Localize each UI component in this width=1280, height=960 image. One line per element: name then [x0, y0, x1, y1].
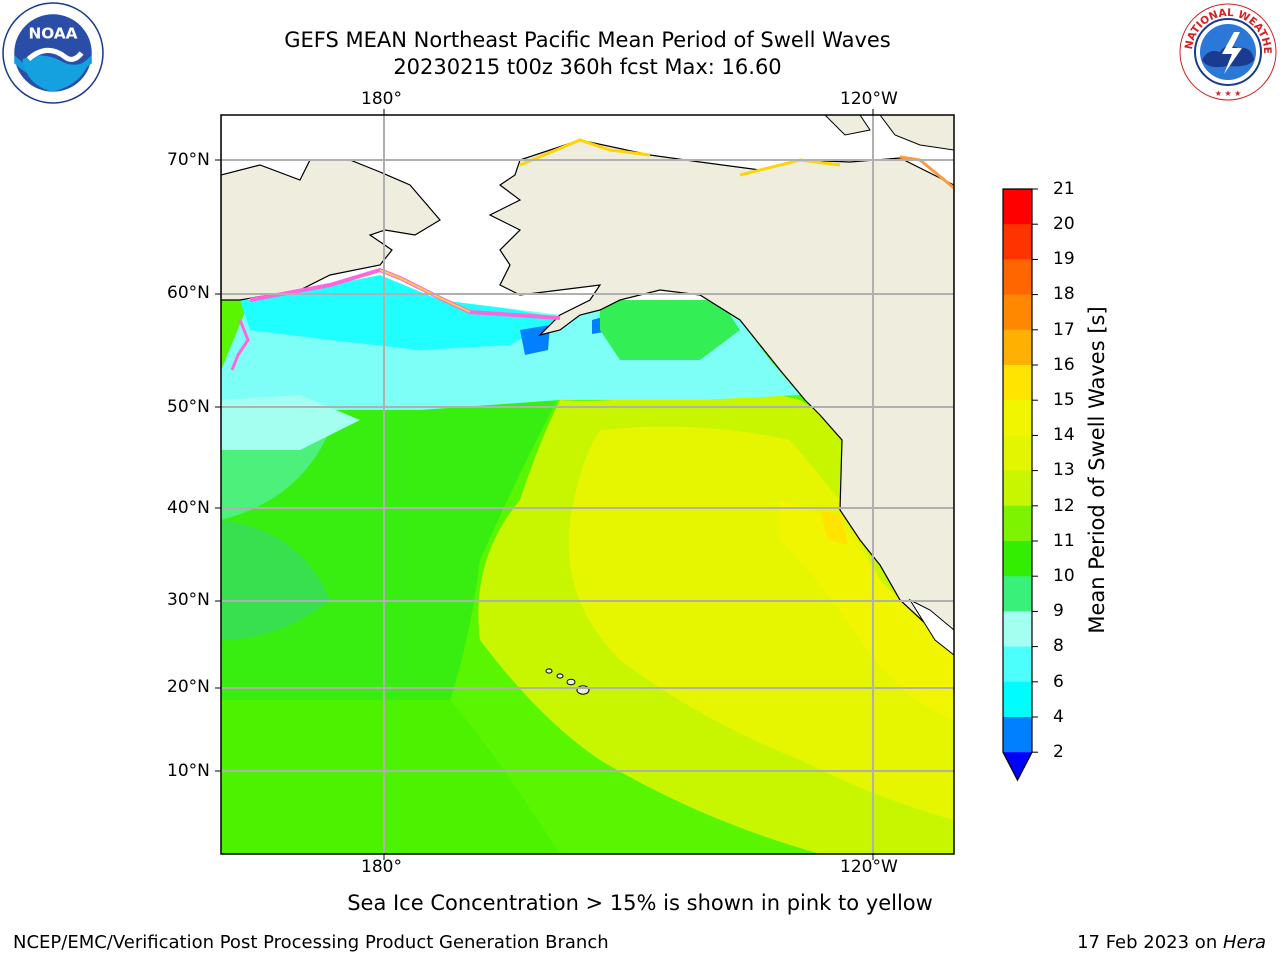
nws-logo: NATIONAL WEATHER SERVICE ★ ★ ★	[1178, 2, 1277, 101]
arctic-island	[824, 115, 871, 136]
lon-tick-top-120w: 120°W	[840, 89, 898, 109]
svg-text:★ ★ ★: ★ ★ ★	[1215, 89, 1242, 98]
colorbar-segment	[1003, 717, 1032, 753]
colorbar-tick: 10	[1053, 566, 1075, 586]
noaa-logo: NOAA	[2, 2, 104, 104]
colorbar-segment	[1003, 329, 1032, 366]
arctic-island	[879, 115, 954, 151]
hawaii-island	[556, 673, 564, 679]
map-frame	[220, 114, 955, 855]
colorbar-segment	[1003, 646, 1032, 683]
colorbar-tick: 21	[1053, 179, 1075, 199]
colorbar-segment	[1003, 400, 1032, 436]
bright-yellow-region	[780, 500, 954, 720]
colorbar-segment	[1003, 505, 1032, 542]
sea-green-patch	[221, 520, 330, 640]
footer-credit: NCEP/EMC/Verification Post Processing Pr…	[13, 932, 609, 953]
pale-cyan-patch	[221, 395, 360, 450]
lat-tick-70n: 70°N	[167, 150, 210, 170]
sea-ice-edge	[230, 319, 250, 371]
colorbar-label: Mean Period of Swell Waves [s]	[1085, 306, 1109, 634]
colorbar-segment	[1003, 576, 1032, 612]
colorbar-segment	[1003, 259, 1032, 296]
colorbar-segment	[1003, 435, 1032, 472]
svg-text:NOAA: NOAA	[28, 25, 77, 43]
sea-ice-note: Sea Ice Concentration > 15% is shown in …	[347, 891, 933, 915]
colorbar-tick: 4	[1053, 707, 1064, 727]
colorbar-tick: 8	[1053, 636, 1064, 656]
colorbar-segment	[1003, 611, 1032, 648]
gulf-of-california	[908, 598, 954, 656]
lon-tick-bottom-180: 180°	[361, 857, 402, 877]
map-content	[221, 115, 954, 854]
lat-tick-30n: 30°N	[167, 590, 210, 610]
colorbar-extend-arrow	[1003, 752, 1032, 781]
footer-date: 17 Feb 2023 on Hera	[1077, 932, 1266, 953]
colorbar-tick: 19	[1053, 249, 1075, 269]
colorbar-segment	[1003, 365, 1032, 401]
dark-green-region	[221, 395, 560, 700]
colorbar-tick: 15	[1053, 390, 1075, 410]
colorbar-segment	[1003, 681, 1032, 718]
lon-tick-top-180: 180°	[361, 89, 402, 109]
colorbar-tick: 20	[1053, 214, 1075, 234]
footer-machine: Hera	[1222, 932, 1266, 953]
lat-tick-40n: 40°N	[167, 498, 210, 518]
southwest-green-region	[221, 700, 560, 854]
colorbar-tick: 17	[1053, 320, 1075, 340]
colorbar-tick: 13	[1053, 460, 1075, 480]
colorbar-segment	[1003, 189, 1032, 225]
colorbar-tick: 2	[1053, 742, 1064, 762]
lat-tick-20n: 20°N	[167, 677, 210, 697]
chart-title: GEFS MEAN Northeast Pacific Mean Period …	[284, 28, 891, 52]
peak-patch	[820, 510, 848, 545]
sea-ice-edge	[519, 138, 651, 167]
lat-tick-10n: 10°N	[167, 761, 210, 781]
colorbar-tick: 14	[1053, 425, 1075, 445]
colorbar-segment	[1003, 294, 1032, 331]
colorbar-segment	[1003, 541, 1032, 577]
colorbar-tick: 12	[1053, 496, 1075, 516]
colorbar-tick: 9	[1053, 601, 1064, 621]
lat-tick-60n: 60°N	[167, 283, 210, 303]
gulf-green-region	[600, 300, 740, 360]
lon-tick-bottom-120w: 120°W	[840, 857, 898, 877]
hawaii-island	[566, 678, 576, 686]
chart-subtitle: 20230215 t00z 360h fcst Max: 16.60	[393, 55, 782, 79]
sea-ice-edge	[379, 269, 471, 313]
lat-tick-50n: 50°N	[167, 397, 210, 417]
colorbar-outline	[1002, 188, 1033, 782]
yellow-region	[568, 426, 954, 820]
footer-date-text: 17 Feb 2023 on	[1077, 932, 1223, 953]
colorbar-tick: 16	[1053, 355, 1075, 375]
colorbar-tick: 6	[1053, 672, 1064, 692]
hawaii-island	[545, 668, 553, 674]
colorbar-tick: 18	[1053, 284, 1075, 304]
colorbar-segment	[1003, 224, 1032, 260]
colorbar-tick: 11	[1053, 531, 1075, 551]
colorbar-segment	[1003, 470, 1032, 507]
